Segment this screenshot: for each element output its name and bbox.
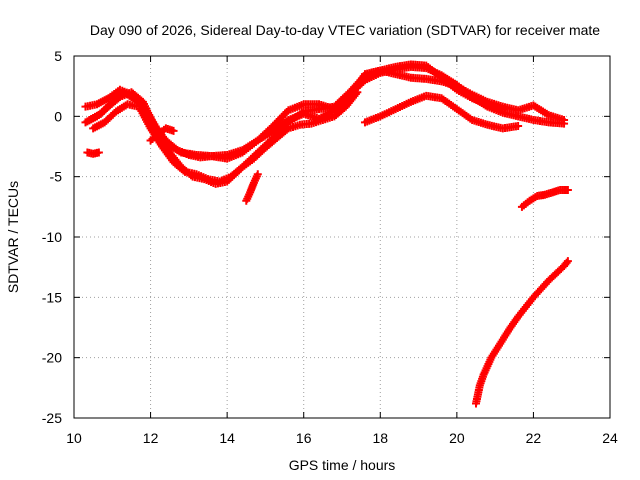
series-layer [81,60,572,408]
x-tick-label: 20 [449,430,465,446]
tick-labels: 10 12 14 16 18 20 22 24 5 0 -5 -10 -15 -20 -25 [42,48,618,446]
series-track-7 [242,170,262,205]
x-tick-label: 10 [66,430,82,446]
x-axis-label: GPS time / hours [289,457,396,473]
data-point [560,119,569,128]
plot-frame [73,55,611,419]
series-track-9 [517,185,572,211]
data-point [514,121,523,130]
y-tick-label: -20 [42,350,62,366]
x-tick-label: 12 [143,430,159,446]
data-point [94,148,103,157]
x-tick-label: 24 [602,430,618,446]
y-tick-label: 5 [54,48,62,64]
x-tick-label: 16 [296,430,312,446]
series-track-6 [83,148,103,158]
y-tick-label: -25 [42,410,62,426]
chart-title: Day 090 of 2026, Sidereal Day-to-day VTE… [90,22,600,38]
series-track-10 [472,257,572,408]
series-track-5 [146,124,178,145]
data-point [563,257,572,266]
data-point [498,105,507,114]
y-tick-label: -10 [42,229,62,245]
x-tick-label: 18 [372,430,388,446]
data-point [253,170,262,179]
y-tick-label: -5 [50,169,63,185]
data-point [563,185,572,194]
series-track-8 [360,91,523,133]
y-axis-label: SDTVAR / TECUs [5,181,21,293]
x-tick-label: 22 [526,430,542,446]
data-point [353,88,362,97]
y-tick-label: 0 [54,108,62,124]
x-tick-label: 14 [219,430,235,446]
data-point [169,126,178,135]
y-tick-label: -15 [42,289,62,305]
